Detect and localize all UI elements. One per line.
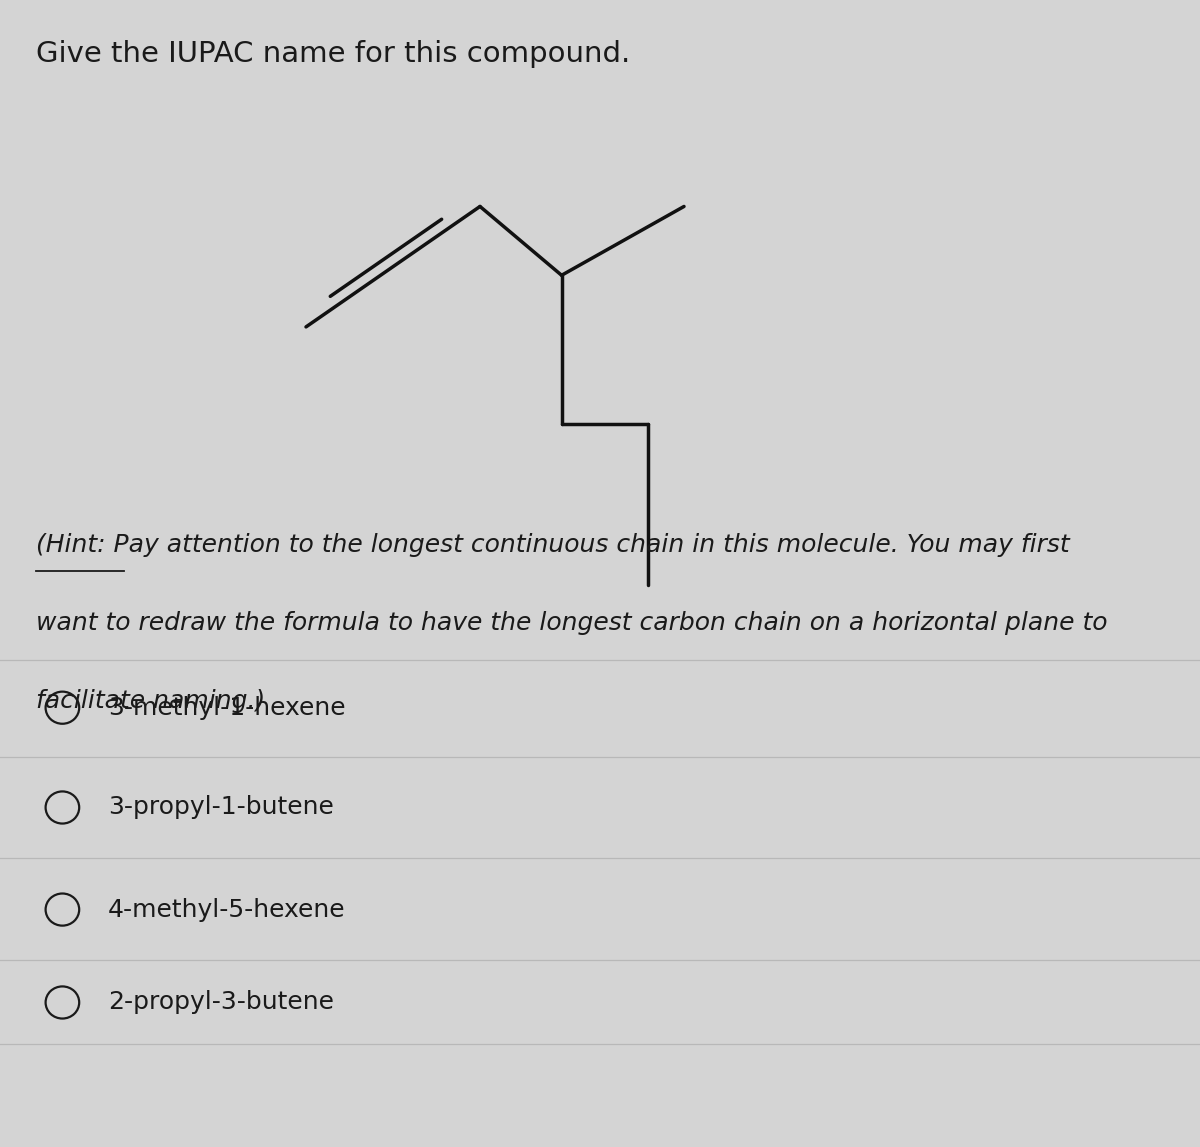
Text: want to redraw the formula to have the longest carbon chain on a horizontal plan: want to redraw the formula to have the l… <box>36 611 1108 635</box>
Text: (Hint: Pay attention to the longest continuous chain in this molecule. You may f: (Hint: Pay attention to the longest cont… <box>36 533 1069 557</box>
Text: facilitate naming.): facilitate naming.) <box>36 689 265 713</box>
Text: 2-propyl-3-butene: 2-propyl-3-butene <box>108 991 334 1014</box>
Text: 3-propyl-1-butene: 3-propyl-1-butene <box>108 796 334 819</box>
Text: Give the IUPAC name for this compound.: Give the IUPAC name for this compound. <box>36 40 630 68</box>
Text: 4-methyl-5-hexene: 4-methyl-5-hexene <box>108 898 346 921</box>
Text: 3-methyl-1-hexene: 3-methyl-1-hexene <box>108 696 346 719</box>
